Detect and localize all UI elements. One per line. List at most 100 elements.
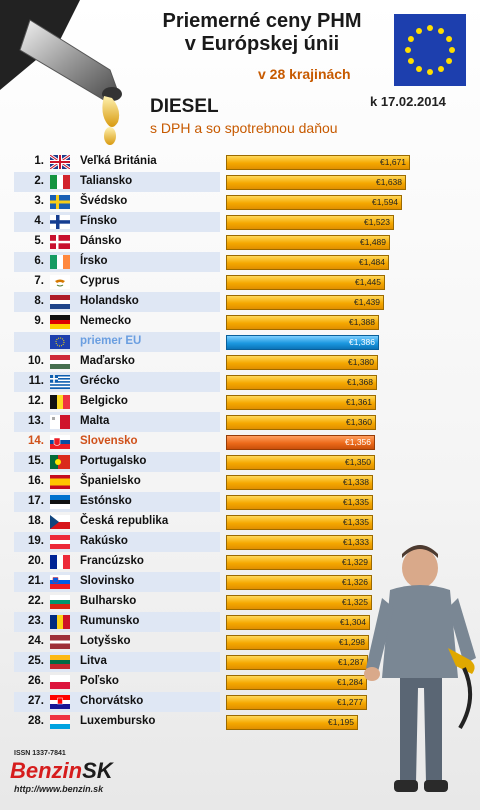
lithuania-flag-icon <box>50 655 70 669</box>
price-value-label: €1,368 <box>347 377 373 387</box>
country-label: Bulharsko <box>80 595 137 607</box>
chart-row: 21. Slovinsko €1,326 <box>14 572 470 592</box>
rank-label: 11. <box>28 375 44 387</box>
cyprus-flag-icon <box>50 275 70 289</box>
price-bar: €1,671 <box>226 155 410 170</box>
netherlands-flag-icon <box>50 295 70 309</box>
price-value-label: €1,333 <box>343 537 369 547</box>
uk-flag-icon <box>50 155 70 169</box>
eu-star <box>438 27 444 34</box>
chart-row: 8. Holandsko €1,439 <box>14 292 470 312</box>
eu-star <box>446 36 453 42</box>
price-value-label: €1,277 <box>337 697 363 707</box>
country-label: Rakúsko <box>80 535 128 547</box>
country-label: Dánsko <box>80 235 122 247</box>
rank-label: 2. <box>34 175 44 187</box>
price-bar: €1,638 <box>226 175 406 190</box>
price-bar: €1,338 <box>226 475 373 490</box>
country-label: Veľká Británia <box>80 155 157 167</box>
price-value-label: €1,356 <box>345 437 371 447</box>
rank-label: 1. <box>34 155 44 167</box>
price-bar: €1,329 <box>226 555 372 570</box>
price-value-label: €1,329 <box>342 557 368 567</box>
country-label: Írsko <box>80 255 108 267</box>
price-bar: €1,386 <box>226 335 379 350</box>
rank-label: 3. <box>34 195 44 207</box>
chart-row: 19. Rakúsko €1,333 <box>14 532 470 552</box>
rank-label: 25. <box>28 655 44 667</box>
price-value-label: €1,335 <box>343 497 369 507</box>
country-label: Rumunsko <box>80 615 140 627</box>
price-bar: €1,325 <box>226 595 372 610</box>
countries-note: v 28 krajinách <box>258 66 351 82</box>
chart-row: 26. Poľsko €1,284 <box>14 672 470 692</box>
sweden-flag-icon <box>50 195 70 209</box>
title-line-1: Priemerné ceny PHM <box>162 10 362 32</box>
date-label: k 17.02.2014 <box>370 94 446 109</box>
denmark-flag-icon <box>50 235 70 249</box>
price-value-label: €1,335 <box>343 517 369 527</box>
rank-label: 13. <box>28 415 44 427</box>
poland-flag-icon <box>50 675 70 689</box>
rank-label: 22. <box>28 595 44 607</box>
chart-row: 28. Luxembursko €1,195 <box>14 712 470 732</box>
country-label: Luxembursko <box>80 715 156 727</box>
website-url[interactable]: http://www.benzin.sk <box>14 784 104 794</box>
price-value-label: €1,523 <box>364 217 390 227</box>
italy-flag-icon <box>50 175 70 189</box>
eu-star <box>407 58 414 64</box>
rank-label: 21. <box>28 575 44 587</box>
logo-part-2: SK <box>82 758 113 783</box>
country-label: Španielsko <box>80 475 141 487</box>
issn-label: ISSN 1337-7841 <box>14 750 66 757</box>
chart-row: 12. Belgicko €1,361 <box>14 392 470 412</box>
chart-row: 13. Malta €1,360 <box>14 412 470 432</box>
price-bar: €1,489 <box>226 235 390 250</box>
price-bar: €1,439 <box>226 295 384 310</box>
chart-row: 20. Francúzsko €1,329 <box>14 552 470 572</box>
eu-star <box>446 58 453 64</box>
price-bar: €1,326 <box>226 575 372 590</box>
price-bar: €1,484 <box>226 255 389 270</box>
price-value-label: €1,350 <box>345 457 371 467</box>
rank-label: 16. <box>28 475 44 487</box>
price-bar: €1,333 <box>226 535 373 550</box>
portugal-flag-icon <box>50 455 70 469</box>
price-bar: €1,360 <box>226 415 376 430</box>
rank-label: 27. <box>28 695 44 707</box>
chart-row: 22. Bulharsko €1,325 <box>14 592 470 612</box>
country-label: Chorvátsko <box>80 695 144 707</box>
country-label: Lotyšsko <box>80 635 131 647</box>
spain-flag-icon <box>50 475 70 489</box>
eu-star <box>416 27 422 34</box>
eu-flag-icon <box>50 335 70 349</box>
price-bar: €1,523 <box>226 215 394 230</box>
price-value-label: €1,638 <box>376 177 402 187</box>
rank-label: 17. <box>28 495 44 507</box>
country-label: Litva <box>80 655 107 667</box>
country-label: Švédsko <box>80 195 128 207</box>
country-label: Maďarsko <box>80 355 135 367</box>
estonia-flag-icon <box>50 495 70 509</box>
price-value-label: €1,671 <box>380 157 406 167</box>
price-value-label: €1,380 <box>348 357 374 367</box>
eu-star <box>405 47 411 53</box>
country-label: Holandsko <box>80 295 139 307</box>
price-value-label: €1,388 <box>349 317 375 327</box>
rank-label: 23. <box>28 615 44 627</box>
chart-row: 1. Veľká Británia €1,671 <box>14 152 470 172</box>
row-background <box>14 652 220 672</box>
czech-flag-icon <box>50 515 70 529</box>
rank-label: 14. <box>28 435 44 447</box>
finland-flag-icon <box>50 215 70 229</box>
country-label: Fínsko <box>80 215 118 227</box>
romania-flag-icon <box>50 615 70 629</box>
price-bar: €1,388 <box>226 315 379 330</box>
price-value-label: €1,284 <box>337 677 363 687</box>
chart-row: 4. Fínsko €1,523 <box>14 212 470 232</box>
price-bar: €1,298 <box>226 635 369 650</box>
price-value-label: €1,325 <box>342 597 368 607</box>
chart-row: 11. Grécko €1,368 <box>14 372 470 392</box>
price-chart: 1. Veľká Británia €1,671 2. Taliansko €1,638 3… <box>0 150 480 732</box>
chart-row: 3. Švédsko €1,594 <box>14 192 470 212</box>
